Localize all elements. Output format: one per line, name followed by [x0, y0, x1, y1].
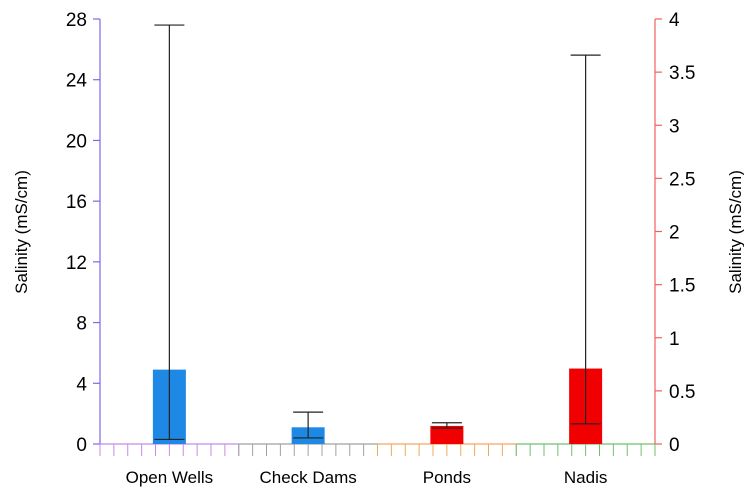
- x-category-label: Check Dams: [259, 468, 356, 487]
- y-right-tick-label: 3: [669, 116, 680, 137]
- y-axis-right-title: Salinity (mS/cm): [726, 170, 744, 294]
- bar: [430, 425, 464, 444]
- error-bars: [154, 24, 601, 441]
- y-left-tick-label: 28: [66, 10, 87, 31]
- y-left-tick-label: 24: [66, 71, 88, 92]
- y-left-tick-label: 16: [66, 192, 87, 213]
- y-left-tick-label: 12: [66, 253, 87, 274]
- labels: 0 4 8 12 16 20 24 28 0 0.5 1 1.5 2 2.5 3 3.5 4 Open Wells…: [66, 10, 696, 487]
- y-right-tick-label: 4: [669, 10, 680, 31]
- x-category-label: Ponds: [423, 468, 471, 487]
- x-category-label: Nadis: [564, 468, 607, 487]
- y-right-tick-label: 3.5: [669, 63, 695, 84]
- y-left-tick-label: 0: [76, 435, 87, 456]
- y-right-tick-label: 0.5: [669, 382, 695, 403]
- y-right-tick-label: 2: [669, 223, 680, 244]
- y-right-tick-label: 2.5: [669, 169, 695, 190]
- y-right-tick-label: 1.5: [669, 276, 695, 297]
- y-left-tick-label: 8: [76, 314, 87, 335]
- y-left-tick-label: 20: [66, 131, 87, 152]
- y-left-tick-label: 4: [76, 374, 87, 395]
- y-right-tick-label: 0: [669, 435, 680, 456]
- axes: [93, 18, 662, 456]
- x-category-label: Open Wells: [126, 468, 214, 487]
- y-right-tick-label: 1: [669, 329, 680, 350]
- bars: [152, 368, 603, 444]
- y-axis-left-title: Salinity (mS/cm): [12, 170, 31, 294]
